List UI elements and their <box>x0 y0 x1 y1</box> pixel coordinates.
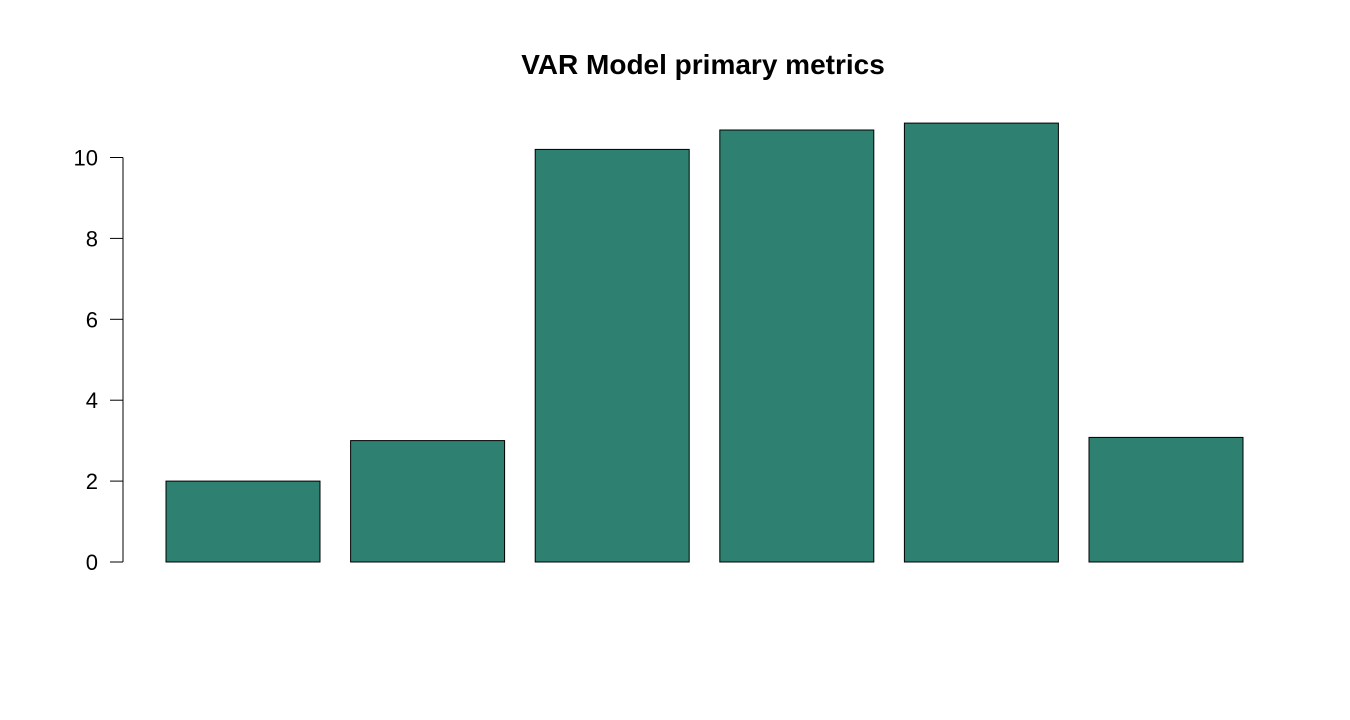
bar <box>1088 436 1244 563</box>
bar <box>534 148 690 563</box>
bar <box>903 122 1059 563</box>
y-axis: 0 2 4 6 8 10 <box>74 146 124 575</box>
bar <box>350 440 506 563</box>
y-tick-label: 4 <box>86 388 98 413</box>
bar <box>719 129 875 563</box>
y-tick-label: 8 <box>86 226 98 251</box>
y-tick-label: 2 <box>86 469 98 494</box>
chart-title: VAR Model primary metrics <box>521 49 885 80</box>
y-tick-label: 10 <box>74 146 98 171</box>
bar <box>165 480 321 563</box>
bars-group <box>165 122 1244 563</box>
y-tick-label: 6 <box>86 307 98 332</box>
y-tick-label: 0 <box>86 550 98 575</box>
